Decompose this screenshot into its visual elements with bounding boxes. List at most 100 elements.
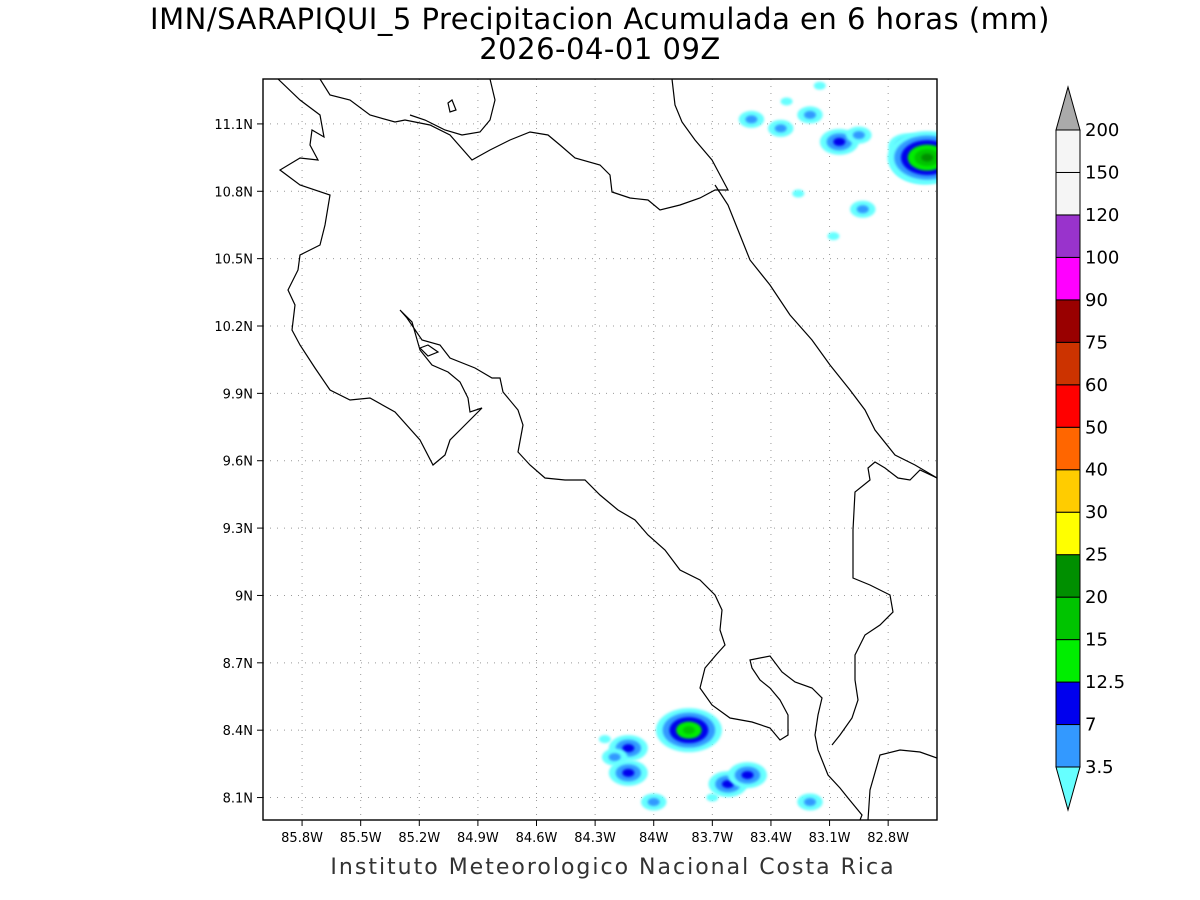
legend-swatch — [1055, 681, 1081, 726]
legend-label: 3.5 — [1085, 757, 1114, 778]
precip-contour — [721, 780, 734, 789]
precip-cell — [655, 708, 722, 753]
map-grid — [263, 79, 937, 820]
legend-swatch — [1055, 129, 1081, 173]
map-axes: 85.8W 85.5W 85.2W 84.9W 84.6W 84.3W 84W 83.7W 83… — [214, 118, 909, 846]
precip-contour — [647, 798, 660, 807]
coastline — [277, 79, 937, 820]
precip-contour — [608, 753, 621, 762]
precip-cell — [640, 793, 667, 811]
plot-frame — [262, 78, 938, 821]
legend-label: 30 — [1085, 502, 1108, 523]
legend-swatch — [1055, 256, 1081, 301]
precip-cell — [738, 110, 765, 128]
lat-tick-label: 8.1N — [223, 792, 253, 807]
precip-cell — [792, 189, 805, 198]
lon-tick-label: 84.6W — [516, 831, 558, 846]
precip-contour — [774, 124, 787, 133]
precip-contour — [682, 726, 695, 735]
lon-tick-label: 83.7W — [691, 831, 733, 846]
precip-cell — [706, 793, 719, 802]
lon-tick-label: 82.8W — [867, 831, 909, 846]
legend-label: 120 — [1085, 205, 1119, 226]
legend-label: 25 — [1085, 545, 1108, 566]
precip-cell — [850, 200, 876, 218]
lon-tick-label: 84W — [639, 831, 669, 846]
legend-swatch — [1055, 171, 1081, 216]
lat-tick-label: 9N — [235, 589, 253, 604]
legend-swatch-min — [1055, 766, 1081, 812]
precip-contour — [780, 97, 793, 106]
colorbar-legend: 3.5 7 12.5 15 20 25 30 40 50 60 75 90 100 120 150 200 — [1055, 85, 1125, 812]
precip-contour — [921, 153, 934, 162]
precip-contour — [833, 137, 846, 146]
legend-swatch — [1055, 639, 1081, 683]
map-subtitle-datetime: 2026-04-01 09Z — [479, 32, 721, 66]
legend-swatch — [1055, 554, 1081, 598]
lon-tick-label: 85.8W — [281, 831, 323, 846]
precip-contour — [804, 110, 817, 119]
precip-contour — [741, 771, 754, 780]
legend-swatch — [1055, 596, 1081, 641]
legend-label: 50 — [1085, 417, 1108, 438]
precip-contour — [622, 768, 635, 777]
lat-tick-label: 8.4N — [223, 724, 253, 739]
precip-cell — [767, 119, 794, 137]
precip-contour — [706, 793, 719, 802]
precip-contour — [598, 735, 611, 744]
footer-credit: Instituto Meteorologico Nacional Costa R… — [330, 855, 896, 880]
precip-contour — [852, 131, 865, 140]
precip-contour — [827, 232, 840, 241]
lon-tick-label: 85.2W — [398, 831, 440, 846]
lon-tick-label: 83.4W — [750, 831, 792, 846]
precip-contour — [813, 81, 826, 90]
map-title: IMN/SARAPIQUI_5 Precipitacion Acumulada … — [150, 2, 1050, 36]
lat-tick-label: 8.7N — [223, 657, 253, 672]
legend-swatch — [1055, 214, 1081, 258]
precip-cell — [887, 131, 937, 185]
lon-tick-label: 84.3W — [574, 831, 616, 846]
lat-tick-label: 10.2N — [214, 320, 253, 335]
legend-swatch — [1055, 384, 1081, 428]
lat-tick-label: 9.3N — [223, 522, 253, 537]
precip-cell — [797, 793, 823, 811]
legend-swatch — [1055, 511, 1081, 556]
legend-label: 150 — [1085, 162, 1119, 183]
precip-contour — [745, 115, 758, 124]
precip-cell — [727, 762, 767, 789]
legend-swatch — [1055, 724, 1081, 768]
precip-contour — [622, 744, 635, 753]
precip-cell — [797, 106, 823, 124]
legend-swatch-max — [1055, 85, 1081, 131]
legend-label: 200 — [1085, 120, 1119, 141]
precipitation-field — [598, 81, 937, 811]
precip-cell — [827, 232, 840, 241]
lon-tick-label: 85.5W — [340, 831, 382, 846]
legend-swatch — [1055, 299, 1081, 343]
lat-tick-label: 9.6N — [223, 455, 253, 470]
precip-contour — [792, 189, 805, 198]
legend-swatch — [1055, 341, 1081, 386]
precip-cell — [780, 97, 793, 106]
lon-tick-label: 83.1W — [809, 831, 851, 846]
legend-swatch — [1055, 469, 1081, 513]
lon-tick-label: 84.9W — [457, 831, 499, 846]
lat-tick-label: 10.5N — [214, 253, 253, 268]
legend-swatch — [1055, 426, 1081, 471]
legend-label: 60 — [1085, 375, 1108, 396]
legend-label: 20 — [1085, 587, 1108, 608]
lat-tick-label: 11.1N — [214, 118, 253, 133]
legend-label: 100 — [1085, 247, 1119, 268]
legend-label: 12.5 — [1085, 672, 1125, 693]
lat-tick-label: 9.9N — [223, 387, 253, 402]
precip-contour — [856, 205, 869, 214]
lat-tick-label: 10.8N — [214, 185, 253, 200]
precip-cell — [846, 126, 872, 144]
precip-cell — [608, 759, 648, 786]
precip-contour — [804, 798, 817, 807]
legend-label: 15 — [1085, 630, 1108, 651]
precip-cell — [813, 81, 826, 90]
legend-label: 40 — [1085, 460, 1108, 481]
legend-label: 90 — [1085, 290, 1108, 311]
